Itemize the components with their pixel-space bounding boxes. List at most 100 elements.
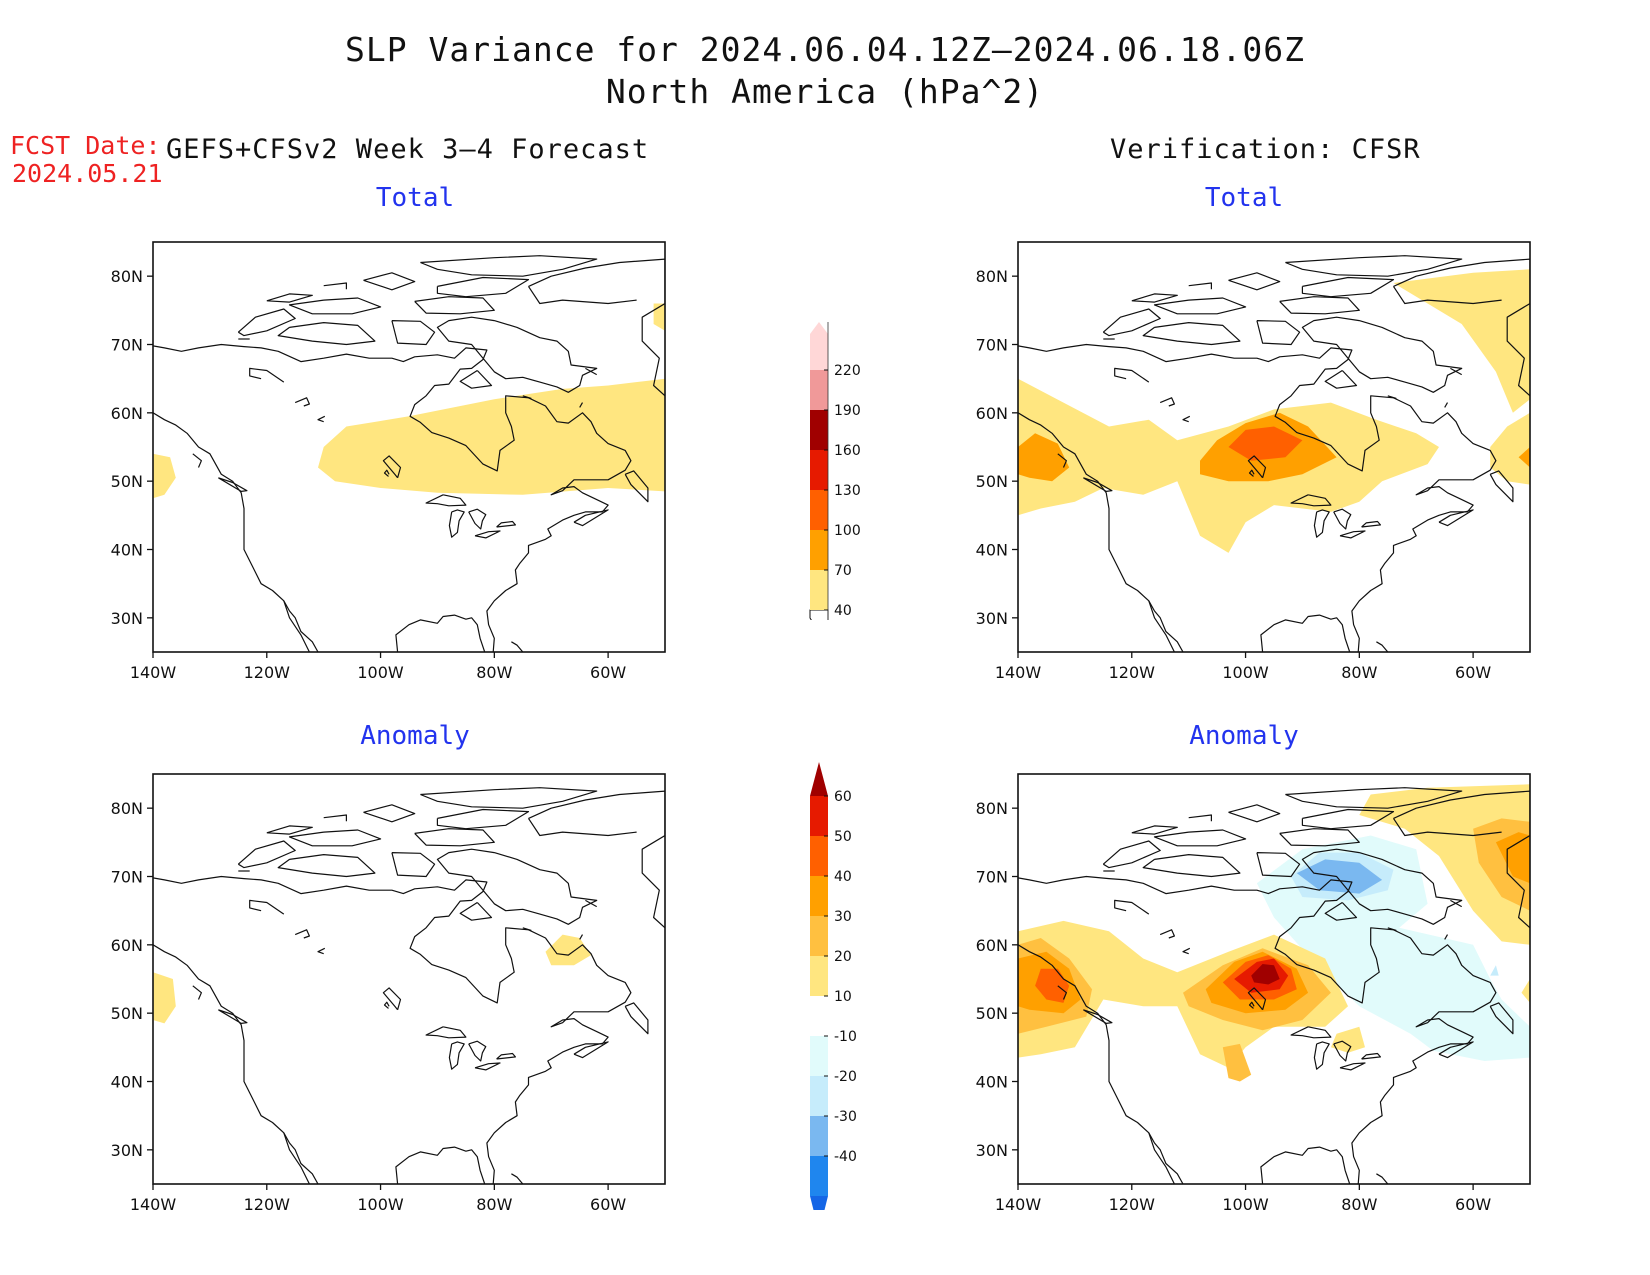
coastline [459,369,493,389]
colorbar-label: 40 [834,603,852,619]
lat-tick-label: 50N [111,472,143,491]
figure-title: SLP Variance for 2024.06.04.12Z–2024.06.… [345,30,1305,69]
coastline [1301,808,1395,830]
lat-tick-label: 80N [976,267,1008,286]
map-frame [1017,773,1531,1185]
colorbar-label: -20 [834,1069,857,1085]
coastline [1153,297,1247,315]
coastline [317,415,326,423]
coastline [1256,320,1301,346]
lon-tick-label: 100W [357,663,404,682]
colorbar-box [810,410,828,450]
colorbar-box [810,490,828,530]
coastline [474,530,501,539]
colorbar-label: 160 [834,443,861,459]
lon-tick-label: 60W [590,663,626,682]
coastline [1248,469,1255,477]
shaded-area [1518,447,1530,468]
coastline [1392,818,1502,837]
coastline [1333,508,1352,530]
coastline [1376,1173,1389,1184]
coastline [153,944,319,1184]
colorbar-anomaly: 60 50 40 30 20 10 -10 -20 -30 -40 [810,762,857,1210]
map-frame [152,241,666,653]
coastline [1313,509,1330,538]
coastline [323,814,347,822]
coastline [192,453,202,468]
figure-subtitle: North America (hPa^2) [605,72,1045,111]
coastline [420,255,598,277]
coastline [1339,530,1366,539]
colorbar-box [810,1156,828,1196]
coastline [1450,899,1462,908]
coastline [383,1001,390,1009]
coastline [1018,875,1497,1184]
coastline [1450,367,1462,376]
coastline [1324,901,1358,921]
coastline [249,367,285,383]
coastline [1057,453,1067,468]
lon-tick-label: 140W [130,1195,177,1214]
coastline [1256,852,1301,878]
coastline [391,320,436,346]
coastline [496,520,516,528]
lat-tick-label: 70N [111,868,143,887]
lat-tick-label: 50N [976,1004,1008,1023]
coastline [573,1041,609,1059]
coastline [1131,293,1178,303]
colorbar-label: -40 [834,1149,857,1165]
coastline [382,455,402,479]
coastline [573,509,609,527]
coastline [1361,1052,1381,1060]
coastline [288,297,382,315]
colorbar-lower-end [809,609,829,620]
colorbar-box [810,1116,828,1156]
coastline [528,258,665,397]
lat-tick-label: 40N [976,541,1008,560]
shaded-area [1521,979,1530,1003]
lon-tick-label: 120W [1109,663,1156,682]
shaded-area [1330,1026,1365,1053]
map-verification-total: 80N 70N 60N 50N 40N 30N 140W 120W 100W 80W 60W [976,241,1531,682]
coastline [1324,369,1358,389]
coastline [436,848,598,925]
coastline [1290,494,1332,507]
lat-tick-label: 30N [111,609,143,628]
colorbar-upper-triangle [810,762,828,796]
coastline [1188,282,1212,290]
coastline [1188,814,1212,822]
lat-tick-label: 30N [111,1141,143,1160]
lat-tick-label: 30N [976,609,1008,628]
lon-tick-label: 120W [244,663,291,682]
lon-tick-label: 120W [1109,1195,1156,1214]
coastline [1279,828,1360,847]
coastline [1248,1001,1255,1009]
lat-tick-label: 80N [976,799,1008,818]
coastline [1333,1040,1352,1062]
colorbar-label: 10 [834,989,852,1005]
coastline [511,1173,524,1184]
coastline [1142,854,1241,878]
coastline [266,825,313,835]
coastline [1393,790,1530,929]
colorbar-label: -10 [834,1029,857,1045]
coastline [527,286,637,305]
colorbar-total: 40 70 100 130 160 190 220 [809,322,861,620]
map-forecast-total: 80N 70N 60N 50N 40N 30N 140W 120W 100W 80W 60W [111,241,666,682]
coastline [1376,641,1389,652]
lat-tick-label: 70N [111,336,143,355]
coastline [294,929,310,939]
colorbar-label: 50 [834,829,852,845]
lon-tick-label: 60W [590,1195,626,1214]
coastline [474,1062,501,1071]
map-forecast-anomaly: 80N 70N 60N 50N 40N 30N 140W 120W 100W 80W 60W [111,773,666,1214]
colorbar-label: 60 [834,789,852,805]
lat-tick-label: 60N [111,404,143,423]
coastline [277,322,376,346]
coastline [1444,402,1449,408]
coastline [585,367,597,376]
coastline [153,412,319,652]
coastline [1083,1009,1113,1024]
coastline [283,600,310,652]
coastline [527,818,637,837]
